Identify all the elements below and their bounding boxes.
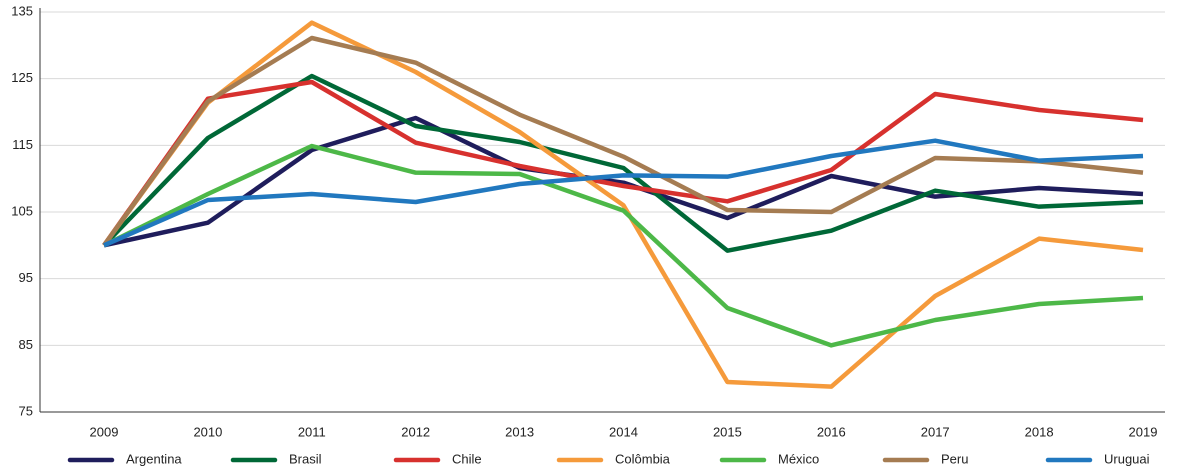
x-tick-label: 2009 (90, 424, 119, 439)
y-tick-label: 85 (19, 337, 33, 352)
legend-label: Chile (452, 451, 482, 466)
series-line (103, 138, 1144, 248)
x-tick-label: 2013 (505, 424, 534, 439)
y-tick-label: 105 (11, 203, 33, 218)
y-tick-label: 95 (19, 270, 33, 285)
y-tick-label: 125 (11, 70, 33, 85)
x-tick-label: 2018 (1025, 424, 1054, 439)
legend-label: Colômbia (615, 451, 671, 466)
legend-label: Uruguai (1104, 451, 1150, 466)
y-tick-label: 135 (11, 3, 33, 18)
x-tick-label: 2015 (713, 424, 742, 439)
series-line (102, 35, 1144, 247)
legend-label: Argentina (126, 451, 182, 466)
legend-label: Brasil (289, 451, 322, 466)
y-tick-label: 115 (12, 137, 33, 152)
legend-label: Peru (941, 451, 968, 466)
legend-label: México (778, 451, 819, 466)
series-line (102, 73, 1144, 253)
series-line (103, 115, 1144, 248)
x-tick-label: 2016 (817, 424, 846, 439)
y-tick-label: 75 (19, 403, 33, 418)
x-tick-label: 2011 (298, 424, 326, 439)
x-tick-label: 2017 (921, 424, 950, 439)
x-tick-label: 2012 (401, 424, 430, 439)
x-tick-label: 2010 (193, 424, 222, 439)
series-line (102, 79, 1144, 247)
series-line (102, 20, 1144, 389)
x-tick-label: 2019 (1129, 424, 1158, 439)
x-tick-label: 2014 (609, 424, 638, 439)
series-line (103, 143, 1144, 348)
